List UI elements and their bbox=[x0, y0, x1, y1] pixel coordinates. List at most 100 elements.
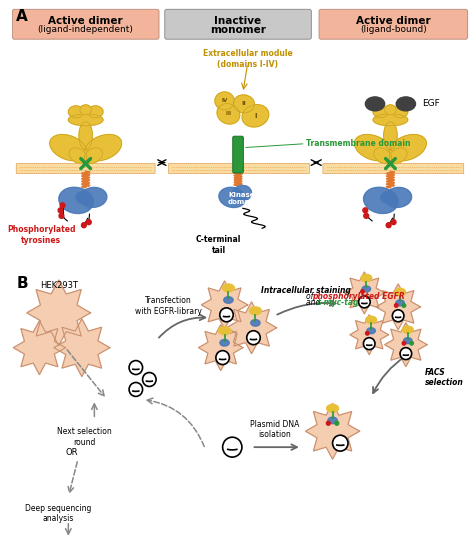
Text: EGF: EGF bbox=[422, 99, 440, 109]
Polygon shape bbox=[13, 321, 65, 374]
Polygon shape bbox=[350, 315, 389, 355]
Text: HEK293T: HEK293T bbox=[40, 281, 78, 290]
Polygon shape bbox=[306, 403, 360, 459]
Circle shape bbox=[82, 223, 86, 228]
Circle shape bbox=[247, 331, 260, 345]
Text: FACS
selection: FACS selection bbox=[425, 368, 464, 387]
Ellipse shape bbox=[215, 92, 234, 110]
Ellipse shape bbox=[355, 135, 392, 161]
Polygon shape bbox=[27, 280, 91, 346]
Text: Next selection
round: Next selection round bbox=[57, 427, 112, 447]
Ellipse shape bbox=[80, 105, 91, 115]
Ellipse shape bbox=[389, 148, 407, 163]
Text: I: I bbox=[254, 113, 256, 119]
Text: C-terminal
tail: C-terminal tail bbox=[196, 235, 241, 255]
Text: Phosphorylated
tyrosines: Phosphorylated tyrosines bbox=[7, 225, 75, 245]
Circle shape bbox=[364, 213, 369, 218]
Circle shape bbox=[220, 308, 233, 322]
Ellipse shape bbox=[392, 106, 408, 118]
Circle shape bbox=[223, 437, 242, 457]
Polygon shape bbox=[384, 323, 427, 367]
Polygon shape bbox=[201, 281, 248, 329]
Ellipse shape bbox=[364, 187, 398, 213]
Circle shape bbox=[361, 290, 364, 294]
Ellipse shape bbox=[232, 185, 252, 202]
Text: II: II bbox=[241, 101, 246, 106]
Text: Transfection
with EGFR-library: Transfection with EGFR-library bbox=[135, 296, 202, 316]
Ellipse shape bbox=[327, 404, 338, 412]
Ellipse shape bbox=[249, 307, 261, 315]
Ellipse shape bbox=[219, 187, 246, 208]
Ellipse shape bbox=[385, 187, 411, 207]
Circle shape bbox=[59, 213, 64, 218]
Ellipse shape bbox=[79, 122, 92, 150]
FancyBboxPatch shape bbox=[319, 9, 467, 39]
Circle shape bbox=[143, 373, 156, 387]
Circle shape bbox=[400, 348, 411, 360]
FancyBboxPatch shape bbox=[12, 9, 159, 39]
Ellipse shape bbox=[366, 316, 376, 324]
Circle shape bbox=[86, 219, 91, 224]
Polygon shape bbox=[376, 284, 420, 330]
Ellipse shape bbox=[396, 300, 404, 306]
Text: Extracellular module
(domains I-IV): Extracellular module (domains I-IV) bbox=[203, 49, 292, 69]
Text: Kinase
domain: Kinase domain bbox=[227, 192, 256, 205]
Circle shape bbox=[364, 338, 375, 350]
Ellipse shape bbox=[395, 289, 405, 296]
Circle shape bbox=[402, 304, 406, 307]
Ellipse shape bbox=[361, 275, 372, 282]
Circle shape bbox=[129, 383, 143, 397]
Text: Deep sequencing
analysis: Deep sequencing analysis bbox=[26, 504, 92, 523]
Ellipse shape bbox=[396, 97, 416, 111]
Ellipse shape bbox=[367, 328, 375, 334]
Ellipse shape bbox=[373, 114, 408, 126]
Circle shape bbox=[392, 310, 404, 322]
Ellipse shape bbox=[68, 114, 103, 126]
Text: B: B bbox=[16, 276, 28, 291]
Circle shape bbox=[216, 351, 229, 365]
Text: OR: OR bbox=[66, 448, 78, 457]
Ellipse shape bbox=[362, 286, 371, 292]
Text: c-myc-tag: c-myc-tag bbox=[317, 298, 360, 307]
Polygon shape bbox=[344, 272, 384, 314]
FancyBboxPatch shape bbox=[169, 164, 310, 174]
FancyBboxPatch shape bbox=[16, 164, 155, 174]
Ellipse shape bbox=[403, 338, 412, 344]
Ellipse shape bbox=[76, 192, 91, 203]
Text: III: III bbox=[226, 111, 231, 116]
Circle shape bbox=[394, 304, 398, 307]
Ellipse shape bbox=[381, 192, 396, 203]
Polygon shape bbox=[199, 325, 243, 370]
Ellipse shape bbox=[373, 106, 389, 118]
Circle shape bbox=[410, 341, 413, 345]
Ellipse shape bbox=[328, 417, 337, 424]
Circle shape bbox=[386, 223, 391, 228]
Ellipse shape bbox=[217, 104, 240, 124]
Circle shape bbox=[363, 208, 368, 213]
Ellipse shape bbox=[242, 105, 269, 127]
Ellipse shape bbox=[383, 122, 397, 150]
Text: (ligand-independent): (ligand-independent) bbox=[38, 25, 134, 35]
Ellipse shape bbox=[84, 148, 102, 163]
Text: phosphorylated EGFR: phosphorylated EGFR bbox=[312, 292, 405, 301]
Ellipse shape bbox=[374, 148, 392, 163]
Circle shape bbox=[391, 219, 396, 224]
FancyBboxPatch shape bbox=[165, 9, 311, 39]
Ellipse shape bbox=[224, 297, 233, 303]
Text: Transmembrane domain: Transmembrane domain bbox=[306, 139, 410, 148]
Circle shape bbox=[335, 421, 339, 425]
Text: Intracellular staining: Intracellular staining bbox=[261, 286, 350, 295]
Ellipse shape bbox=[365, 97, 384, 111]
Circle shape bbox=[129, 360, 143, 374]
Ellipse shape bbox=[68, 106, 84, 118]
Circle shape bbox=[327, 421, 330, 425]
Ellipse shape bbox=[69, 148, 87, 163]
Text: Active dimer: Active dimer bbox=[356, 16, 431, 26]
Circle shape bbox=[359, 296, 370, 308]
Text: Plasmid DNA
isolation: Plasmid DNA isolation bbox=[250, 420, 300, 439]
Ellipse shape bbox=[251, 320, 260, 326]
Ellipse shape bbox=[50, 135, 87, 161]
Ellipse shape bbox=[222, 284, 234, 292]
Ellipse shape bbox=[84, 135, 122, 161]
Polygon shape bbox=[227, 302, 277, 354]
